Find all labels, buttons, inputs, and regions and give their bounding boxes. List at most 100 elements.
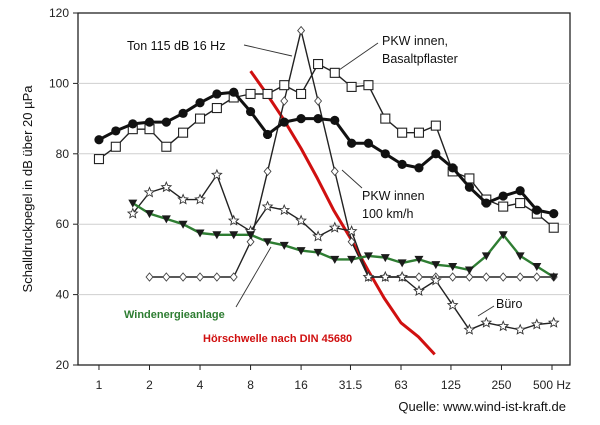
x-tick-label: 8: [247, 378, 254, 392]
data-point: [313, 114, 323, 124]
y-axis-ticks: 20 40 60 80 100 120: [49, 6, 78, 372]
annotations: Ton 115 dB 16 Hz PKW innen, Basaltpflast…: [124, 34, 522, 345]
data-point: [262, 88, 273, 100]
y-tick-label: 100: [49, 76, 69, 90]
data-point: [179, 272, 188, 282]
y-tick-label: 40: [56, 288, 70, 302]
data-point: [296, 88, 307, 100]
data-point: [313, 58, 324, 70]
data-point: [463, 323, 476, 335]
leader-buero: [477, 305, 495, 317]
data-point: [431, 261, 441, 270]
y-tick-label: 20: [56, 358, 70, 372]
data-point: [178, 108, 188, 118]
data-point: [128, 199, 138, 208]
data-point: [397, 127, 408, 138]
data-point: [549, 273, 559, 282]
annotation-ton: Ton 115 dB 16 Hz: [127, 39, 225, 53]
data-point: [413, 127, 425, 138]
data-point: [448, 272, 457, 282]
data-point: [126, 207, 139, 219]
data-point: [143, 186, 156, 198]
x-tick-label: 4: [197, 378, 204, 392]
x-tick-label: 500 Hz: [533, 378, 571, 392]
data-point: [347, 237, 356, 247]
data-point: [245, 88, 256, 100]
data-point: [346, 81, 357, 92]
data-point: [397, 259, 407, 268]
data-point: [145, 210, 155, 219]
data-point: [414, 272, 423, 282]
data-point: [547, 316, 560, 328]
data-point: [211, 102, 222, 114]
data-point: [279, 80, 290, 91]
data-point: [515, 198, 526, 209]
data-point: [448, 163, 458, 173]
annotation-pkw-100-line2: 100 km/h: [362, 207, 413, 221]
data-point: [279, 241, 289, 250]
data-point: [363, 252, 373, 261]
data-point: [196, 272, 205, 282]
data-point: [530, 318, 543, 330]
data-point: [328, 221, 341, 233]
data-point: [261, 200, 274, 212]
data-point: [347, 255, 357, 264]
x-tick-label: 1: [96, 378, 103, 392]
data-point: [212, 272, 221, 282]
data-point: [380, 254, 390, 263]
data-point: [431, 149, 441, 159]
data-point: [227, 214, 240, 226]
data-point: [465, 272, 474, 282]
data-point: [532, 272, 541, 282]
data-point: [498, 201, 509, 212]
data-point: [94, 135, 104, 145]
data-point: [480, 316, 493, 328]
x-axis-ticks: 1 2 4 8 16 31.5 63 125 250 500 Hz: [96, 365, 571, 392]
x-tick-label: 2: [146, 378, 153, 392]
data-point: [414, 255, 424, 264]
gridlines: [78, 82, 570, 296]
data-point: [549, 209, 559, 219]
data-point: [210, 168, 223, 180]
data-point: [178, 220, 188, 229]
data-point: [246, 231, 256, 240]
data-point: [245, 106, 256, 117]
data-point: [330, 255, 340, 264]
series-layer: [93, 25, 560, 356]
data-point: [161, 141, 172, 152]
data-point: [532, 205, 542, 215]
data-point: [498, 191, 508, 201]
data-point: [515, 252, 525, 261]
data-point: [313, 248, 323, 257]
series-line: [132, 202, 555, 279]
annotation-hoerschwelle: Hörschwelle nach DIN 45680: [203, 333, 352, 345]
data-point: [160, 181, 173, 193]
data-point: [93, 154, 105, 165]
data-point: [162, 272, 171, 282]
data-point: [295, 214, 307, 226]
data-point: [532, 262, 542, 271]
data-point: [263, 166, 272, 177]
data-point: [246, 237, 255, 247]
leader-pkw-basalt: [338, 42, 379, 71]
leader-ton: [243, 44, 293, 57]
data-point: [161, 215, 171, 224]
data-point: [145, 272, 154, 282]
data-point: [464, 182, 474, 192]
data-point: [347, 138, 357, 148]
data-point: [515, 186, 525, 196]
data-point: [430, 120, 441, 131]
series-2: [145, 25, 558, 282]
data-point: [229, 272, 238, 282]
x-tick-label: 31.5: [339, 378, 363, 392]
annotation-leaders: [235, 42, 495, 317]
data-point: [413, 284, 425, 297]
data-point: [481, 252, 491, 261]
data-point: [379, 270, 392, 282]
annotation-windenergieanlage: Windenergieanlage: [124, 309, 225, 321]
series-4: [128, 199, 559, 282]
source-credit: Quelle: www.wind-ist-kraft.de: [398, 399, 566, 414]
data-point: [548, 222, 559, 233]
data-point: [497, 320, 510, 332]
data-point: [314, 96, 323, 106]
